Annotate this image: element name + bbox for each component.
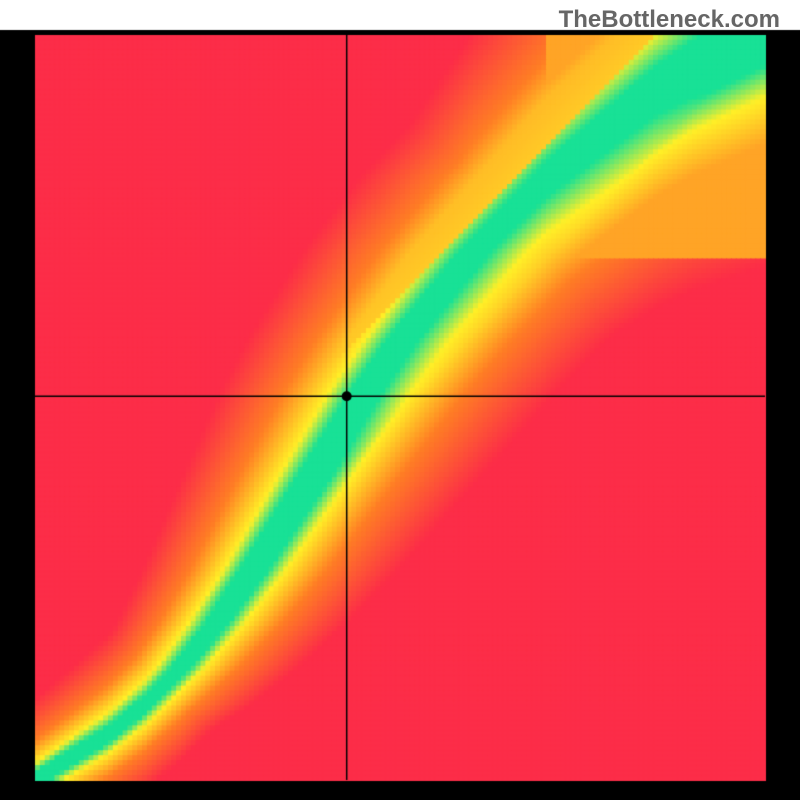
chart-container: TheBottleneck.com	[0, 0, 800, 800]
watermark-text: TheBottleneck.com	[559, 6, 780, 34]
bottleneck-heatmap	[0, 0, 800, 800]
